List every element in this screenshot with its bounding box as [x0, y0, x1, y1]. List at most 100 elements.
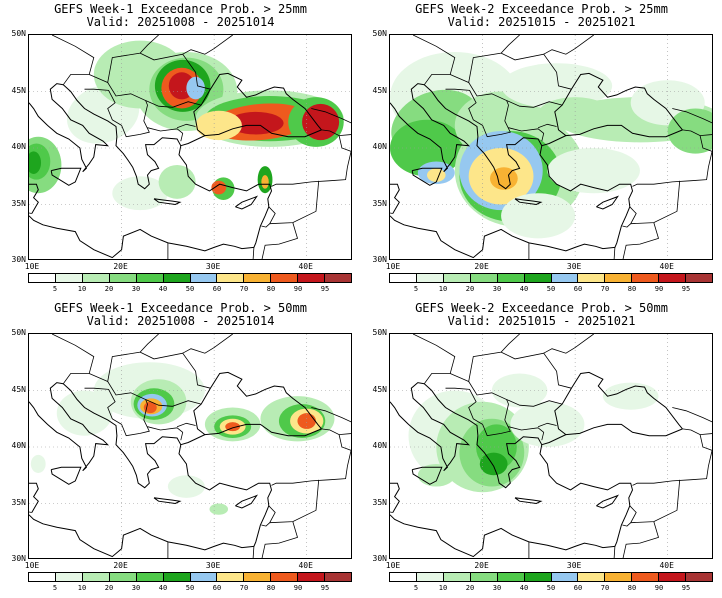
- country-border: [412, 334, 456, 384]
- colorbar: [28, 273, 352, 283]
- panel-title: GEFS Week-1 Exceedance Prob. > 25mm: [54, 2, 307, 16]
- latitude-label: 35N: [11, 198, 26, 208]
- longitude-label: 20E: [474, 561, 489, 570]
- latitude-label: 35N: [372, 198, 387, 208]
- colorbar-label: 95: [681, 285, 691, 293]
- colorbar-label: 50: [185, 584, 195, 592]
- colorbar-swatch: [605, 274, 633, 282]
- coastline: [29, 215, 254, 259]
- coastline: [423, 72, 683, 190]
- country-border: [252, 546, 255, 558]
- country-border: [632, 434, 712, 486]
- colorbar-label: 60: [212, 584, 222, 592]
- country-border: [672, 407, 712, 436]
- colorbar-swatch: [551, 274, 579, 282]
- probability-map: [390, 334, 712, 558]
- coastline: [411, 466, 443, 485]
- latitude-label: 45N: [372, 384, 387, 394]
- country-border: [51, 334, 95, 384]
- colorbar-label: 60: [573, 285, 583, 293]
- country-border: [107, 381, 150, 437]
- probability-contour: [186, 76, 205, 100]
- country-border: [84, 387, 122, 425]
- colorbar-label: 5: [413, 584, 419, 592]
- colorbar-label: 95: [320, 584, 330, 592]
- colorbar-label: 40: [519, 584, 529, 592]
- colorbar-label: 70: [600, 584, 610, 592]
- longitude-label: 20E: [474, 262, 489, 271]
- country-border: [145, 100, 202, 108]
- latitude-label: 40N: [11, 441, 26, 450]
- country-border: [630, 180, 681, 225]
- country-border: [672, 108, 712, 137]
- country-border: [537, 123, 557, 129]
- map-panel-week2-50mm: GEFS Week-2 Exceedance Prob. > 50mm Vali…: [361, 299, 722, 598]
- probability-map: [390, 35, 712, 259]
- coastline: [29, 482, 39, 513]
- colorbar-swatch: [416, 573, 444, 581]
- latitude-label: 30N: [372, 554, 387, 563]
- colorbar-swatch: [271, 573, 299, 581]
- coastline: [153, 198, 182, 206]
- country-border: [89, 35, 159, 84]
- country-border: [261, 206, 276, 228]
- coastline: [29, 382, 110, 472]
- colorbar-swatch: [470, 573, 498, 581]
- country-border: [390, 184, 393, 214]
- colorbar-label: 40: [158, 285, 168, 293]
- country-border: [89, 334, 159, 383]
- colorbar-swatch: [497, 573, 525, 581]
- probability-contour: [195, 110, 242, 141]
- country-border: [252, 247, 255, 259]
- colorbar-swatch: [29, 573, 56, 581]
- country-border: [506, 100, 563, 108]
- colorbar-swatch: [632, 573, 660, 581]
- country-border: [51, 35, 95, 85]
- coastline: [423, 371, 683, 489]
- map-panel-week1-25mm: GEFS Week-1 Exceedance Prob. > 25mm Vali…: [0, 0, 361, 299]
- panel-subtitle: Valid: 20251015 - 20251021: [447, 15, 636, 29]
- colorbar-label: 80: [266, 285, 276, 293]
- colorbar-swatch: [109, 274, 137, 282]
- latitude-label: 30N: [372, 255, 387, 264]
- longitude-label: 10E: [24, 561, 40, 570]
- country-border: [622, 222, 659, 259]
- colorbar-label: 80: [627, 285, 637, 293]
- country-border: [261, 222, 298, 259]
- map-panel-week2-25mm: GEFS Week-2 Exceedance Prob. > 25mm Vali…: [361, 0, 722, 299]
- colorbar-swatch: [163, 573, 191, 581]
- coastline: [390, 215, 615, 259]
- latitude-label: 30N: [11, 554, 26, 563]
- country-border: [271, 135, 351, 187]
- colorbar-label: 20: [104, 285, 114, 293]
- colorbar-swatch: [443, 274, 471, 282]
- longitude-label: 30E: [566, 561, 582, 570]
- colorbar-label: 70: [239, 285, 249, 293]
- panel-subtitle: Valid: 20251015 - 20251021: [447, 314, 636, 328]
- colorbar-label: 5: [52, 285, 58, 293]
- country-border: [261, 505, 276, 527]
- colorbar-label: 90: [654, 584, 664, 592]
- coastline: [29, 83, 110, 173]
- probability-contour: [302, 103, 340, 141]
- longitude-label: 40E: [298, 262, 313, 271]
- coastline: [390, 514, 615, 558]
- colorbar-swatch: [524, 274, 552, 282]
- longitude-label: 10E: [24, 262, 40, 271]
- colorbar-swatch: [497, 274, 525, 282]
- probability-contour: [112, 176, 168, 211]
- colorbar-label: 60: [573, 584, 583, 592]
- longitude-label: 30E: [566, 262, 582, 271]
- country-border: [139, 52, 211, 90]
- coastline: [596, 195, 620, 210]
- country-border: [390, 483, 393, 513]
- colorbar-swatch: [390, 274, 417, 282]
- country-border: [445, 387, 483, 425]
- probability-contour: [29, 151, 42, 174]
- colorbar-swatch: [298, 573, 326, 581]
- longitude-label: 20E: [113, 262, 128, 271]
- colorbar-swatch: [390, 573, 417, 581]
- colorbar-label: 60: [212, 285, 222, 293]
- country-border: [622, 206, 637, 228]
- colorbar-label: 20: [465, 285, 475, 293]
